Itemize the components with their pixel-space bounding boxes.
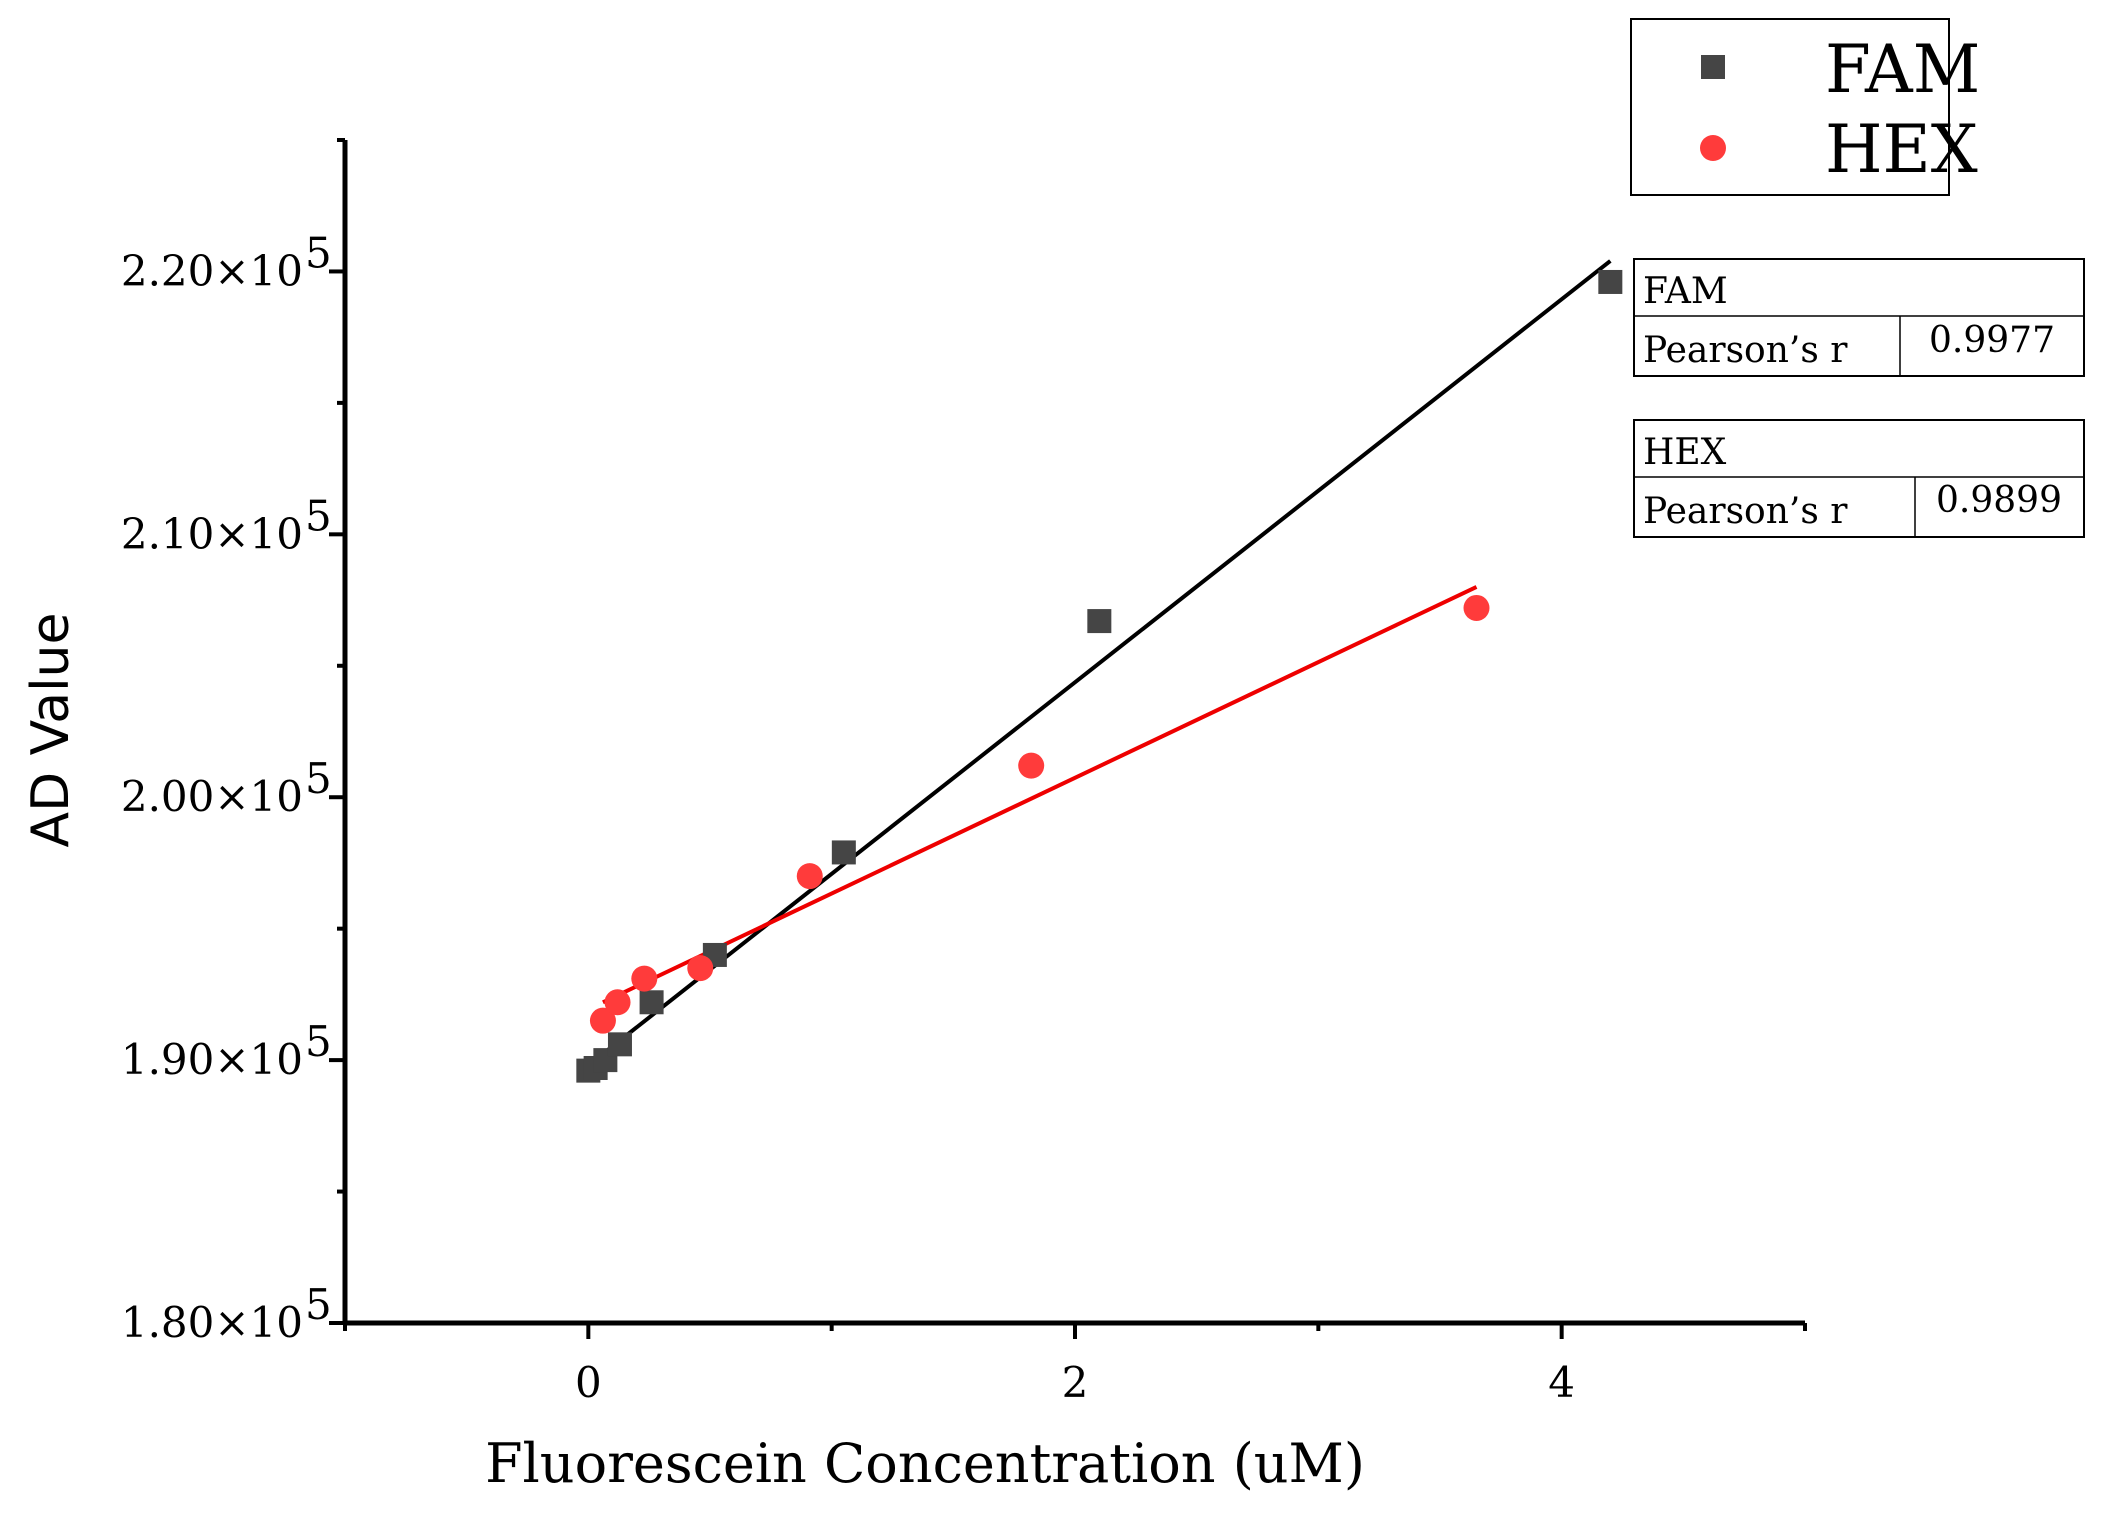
y-tick-label-exponent: 5 [305,754,332,803]
x-axis-title: Fluorescein Concentration (uM) [485,1432,1365,1495]
x-tick-label: 2 [1062,1358,1089,1407]
stats-fam-title: FAM [1643,271,1728,312]
y-tick-label: 2.20×10 [121,246,303,295]
fam-point [607,1032,632,1057]
hex-point [1463,594,1490,621]
fam-point [831,840,856,865]
stats-table-fam: FAM Pearson’s r 0.9977 [1633,258,2085,377]
fam-point [639,990,664,1015]
y-tick-label: 2.00×10 [121,772,303,821]
axes: 1.80×10 51.90×10 52.00×10 52.10×10 52.20×10 5… [121,138,1807,1407]
fam-fit-line [587,259,1612,1067]
legend-hex-label: HEX [1825,111,1978,188]
legend: FAM HEX [1630,18,1980,196]
legend-box [1630,18,1950,196]
hex-point [687,955,714,982]
fit-lines [587,259,1612,1067]
legend-fam-marker [1701,55,1725,79]
y-tick-label-exponent: 5 [305,491,332,540]
hex-point [604,989,631,1016]
fam-point [1598,269,1623,294]
y-tick-label: 1.90×10 [121,1035,303,1084]
data-points [576,269,1623,1083]
y-tick-label-exponent: 5 [305,228,332,277]
hex-point [589,1007,616,1034]
y-axis-title: AD Value [21,613,81,848]
hex-fit-line [602,585,1478,1005]
stats-hex-title: HEX [1643,432,1727,473]
x-tick-label: 0 [575,1358,602,1407]
y-tick-label-exponent: 5 [305,1017,332,1066]
stats-hex-value: 0.9899 [1936,480,2062,521]
y-tick-label-exponent: 5 [305,1280,332,1329]
stats-fam-label: Pearson’s r [1643,330,1848,371]
stats-fam-box [1633,258,2085,377]
x-tick-label: 4 [1548,1358,1575,1407]
stats-hex-label: Pearson’s r [1643,491,1848,532]
stats-table-hex: HEX Pearson’s r 0.9899 [1633,419,2085,538]
y-tick-label: 1.80×10 [121,1298,303,1347]
hex-point [631,965,658,992]
stats-fam-value: 0.9977 [1929,320,2055,361]
legend-hex-marker [1700,135,1726,161]
y-tick-label: 2.10×10 [121,509,303,558]
stats-hex-box [1633,419,2085,538]
legend-fam-label: FAM [1825,31,1980,108]
hex-point [796,863,823,890]
fam-point [1087,609,1112,634]
hex-point [1018,752,1045,779]
